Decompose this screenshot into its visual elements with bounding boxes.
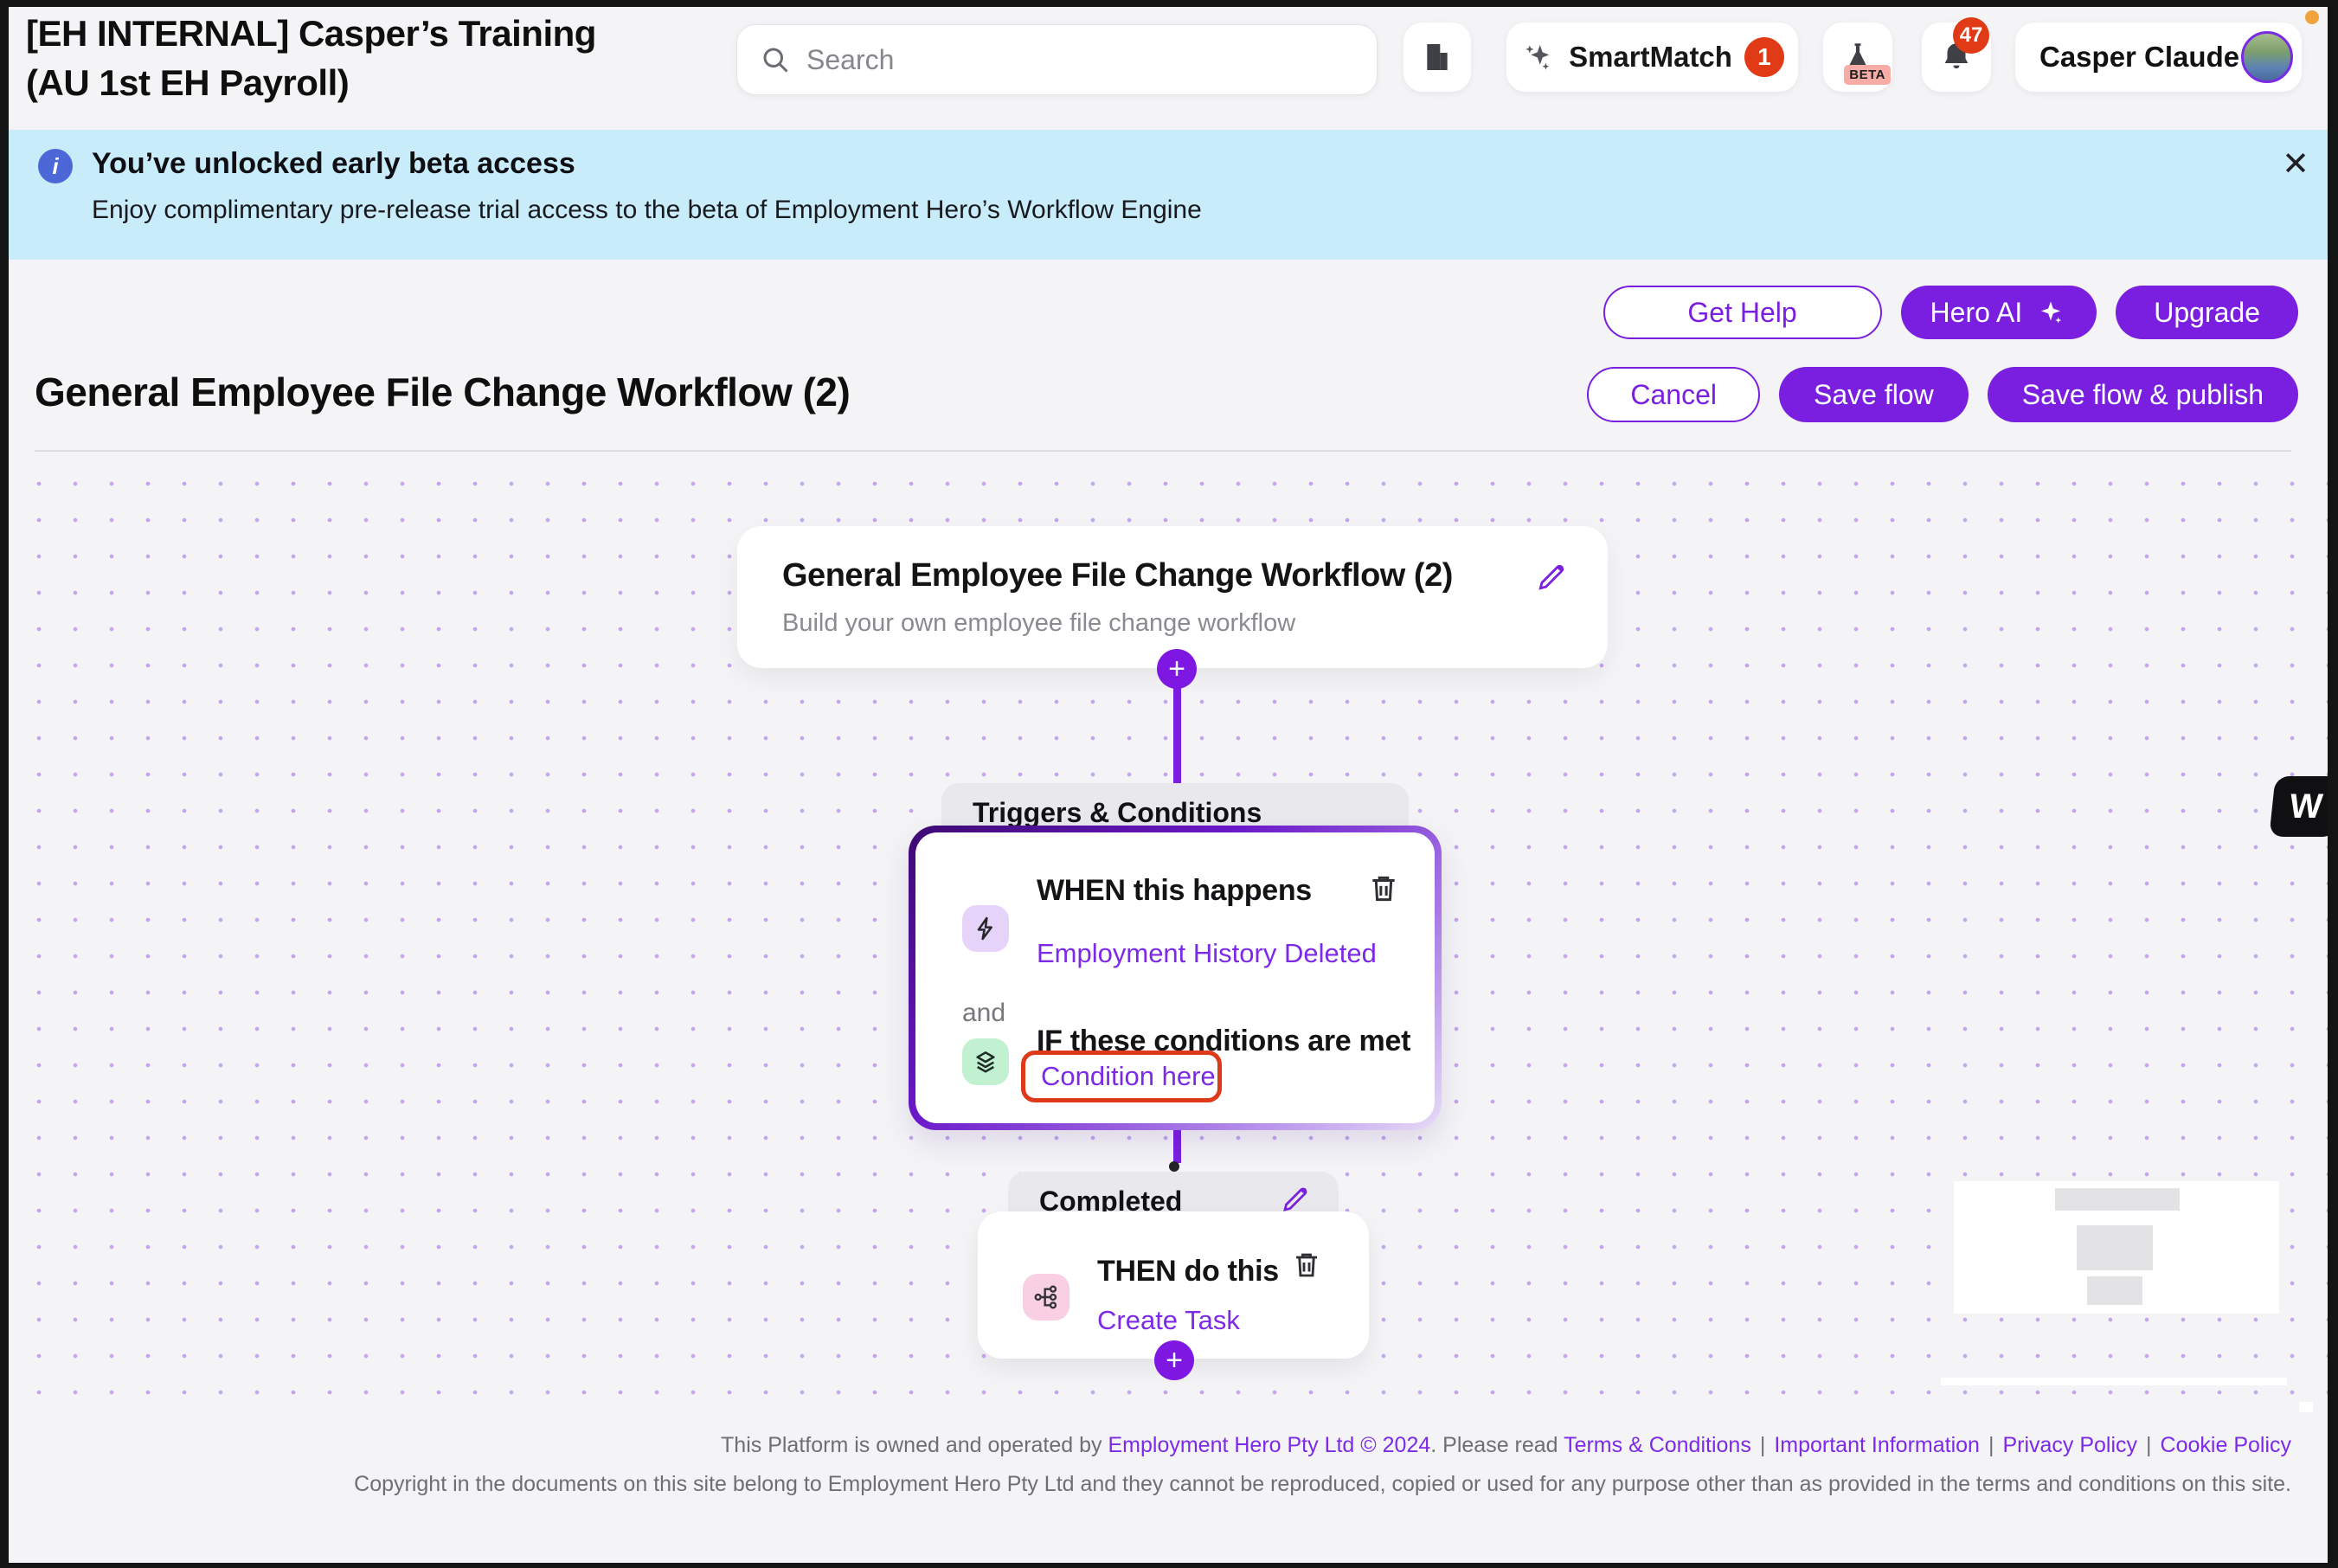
toolbar-row-top: Get Help Hero AI Upgrade	[1603, 286, 2298, 339]
banner-title: You’ve unlocked early beta access	[92, 147, 575, 180]
upgrade-button[interactable]: Upgrade	[2116, 286, 2298, 339]
app-title-line2: (AU 1st EH Payroll)	[26, 62, 350, 103]
footer-text: . Please read	[1430, 1433, 1564, 1457]
toolbar-row-bottom: Cancel Save flow Save flow & publish	[1587, 367, 2298, 422]
close-icon[interactable]: ✕	[2282, 145, 2309, 183]
smartmatch-button[interactable]: SmartMatch 1	[1506, 22, 1798, 92]
privacy-policy-link[interactable]: Privacy Policy	[2002, 1433, 2138, 1457]
global-search[interactable]	[736, 24, 1378, 95]
skeleton-bar	[2055, 1188, 2180, 1211]
flask-icon	[1840, 39, 1876, 75]
avatar	[2241, 31, 2293, 83]
loading-chip	[2299, 1402, 2313, 1412]
organisation-button[interactable]	[1403, 22, 1471, 92]
sparkle-icon	[2034, 296, 2067, 329]
footer-separator: |	[1988, 1433, 1994, 1457]
footer-line2: Copyright in the documents on this site …	[354, 1472, 2291, 1496]
header-divider	[35, 450, 2291, 452]
hero-ai-label: Hero AI	[1930, 296, 2023, 328]
get-help-button[interactable]: Get Help	[1603, 286, 1882, 339]
save-flow-publish-button[interactable]: Save flow & publish	[1987, 367, 2298, 422]
footer: This Platform is owned and operated by E…	[52, 1426, 2291, 1504]
workflow-card-subtitle: Build your own employee file change work…	[782, 609, 1296, 637]
notifications-badge: 47	[1953, 17, 1989, 54]
search-icon	[760, 44, 791, 75]
skeleton-bar	[2087, 1276, 2142, 1305]
save-flow-button[interactable]: Save flow	[1779, 367, 1969, 422]
terms-conditions-link[interactable]: Terms & Conditions	[1564, 1433, 1751, 1457]
w-logo[interactable]: W	[2269, 776, 2338, 837]
app-title: [EH INTERNAL] Casper’s Training (AU 1st …	[26, 9, 596, 107]
when-trigger-link[interactable]: Employment History Deleted	[1037, 938, 1377, 968]
flow-icon	[1023, 1274, 1069, 1321]
triggers-conditions-card[interactable]: WHEN this happens Employment History Del…	[909, 826, 1442, 1130]
when-title: WHEN this happens	[1037, 874, 1312, 907]
loading-widget	[1954, 1181, 2279, 1314]
triggers-tab-label: Triggers & Conditions	[973, 797, 1262, 828]
user-menu[interactable]: Casper Claude	[2015, 22, 2302, 92]
employment-hero-link[interactable]: Employment Hero Pty Ltd © 2024	[1108, 1433, 1431, 1457]
page-title: General Employee File Change Workflow (2…	[35, 370, 851, 414]
footer-line1: This Platform is owned and operated by E…	[52, 1426, 2291, 1465]
create-task-link[interactable]: Create Task	[1097, 1305, 1240, 1335]
footer-separator: |	[2146, 1433, 2152, 1457]
edit-pencil-icon[interactable]	[1280, 1184, 1311, 1215]
notifications-button[interactable]: 47	[1922, 17, 1991, 92]
info-icon: i	[38, 149, 73, 183]
footer-separator: |	[1759, 1433, 1766, 1457]
connector-end-dot	[1169, 1161, 1179, 1172]
beta-access-banner: i You’ve unlocked early beta access Enjo…	[9, 130, 2328, 260]
triggers-card-body: WHEN this happens Employment History Del…	[915, 832, 1435, 1123]
save-flow-label: Save flow	[1814, 378, 1934, 410]
get-help-label: Get Help	[1687, 296, 1797, 328]
lightning-icon	[962, 905, 1009, 952]
hero-ai-button[interactable]: Hero AI	[1900, 286, 2097, 339]
add-step-button-bottom[interactable]: +	[1154, 1340, 1194, 1380]
recording-indicator-dot	[2305, 10, 2319, 24]
then-do-this-card[interactable]: THEN do this Create Task	[978, 1211, 1369, 1359]
banner-subtitle: Enjoy complimentary pre-release trial ac…	[92, 196, 1202, 224]
beta-labs-button[interactable]: BETA	[1823, 22, 1892, 92]
search-input[interactable]	[806, 43, 1354, 76]
connector-line-bottom	[1173, 1130, 1181, 1163]
important-information-link[interactable]: Important Information	[1774, 1433, 1980, 1457]
edit-pencil-icon[interactable]	[1535, 561, 1568, 594]
upgrade-label: Upgrade	[2154, 296, 2260, 328]
then-title: THEN do this	[1097, 1255, 1279, 1288]
sparkle-icon	[1520, 39, 1557, 75]
layers-icon	[962, 1038, 1009, 1085]
smartmatch-label: SmartMatch	[1569, 41, 1732, 73]
workflow-card-title: General Employee File Change Workflow (2…	[782, 557, 1453, 594]
loading-strip	[1941, 1378, 2287, 1385]
trash-icon[interactable]	[1367, 872, 1400, 905]
save-flow-publish-label: Save flow & publish	[2021, 378, 2264, 410]
cancel-label: Cancel	[1630, 378, 1717, 410]
beta-badge: BETA	[1844, 65, 1891, 85]
trash-icon[interactable]	[1291, 1250, 1322, 1281]
smartmatch-badge: 1	[1744, 37, 1784, 77]
workflow-title-card[interactable]: General Employee File Change Workflow (2…	[737, 526, 1608, 668]
condition-link[interactable]: Condition here	[1041, 1061, 1216, 1091]
user-name: Casper Claude	[2039, 41, 2240, 73]
skeleton-bar	[2077, 1225, 2153, 1270]
building-icon	[1420, 40, 1455, 74]
cancel-button[interactable]: Cancel	[1587, 367, 1760, 422]
cookie-policy-link[interactable]: Cookie Policy	[2160, 1433, 2291, 1457]
condition-highlight-box[interactable]: Condition here	[1021, 1051, 1222, 1102]
app-title-line1: [EH INTERNAL] Casper’s Training	[26, 13, 596, 54]
and-label: and	[962, 999, 1006, 1027]
connector-line-top	[1173, 668, 1181, 784]
footer-text: This Platform is owned and operated by	[721, 1433, 1108, 1457]
add-step-button-top[interactable]: +	[1157, 649, 1197, 689]
